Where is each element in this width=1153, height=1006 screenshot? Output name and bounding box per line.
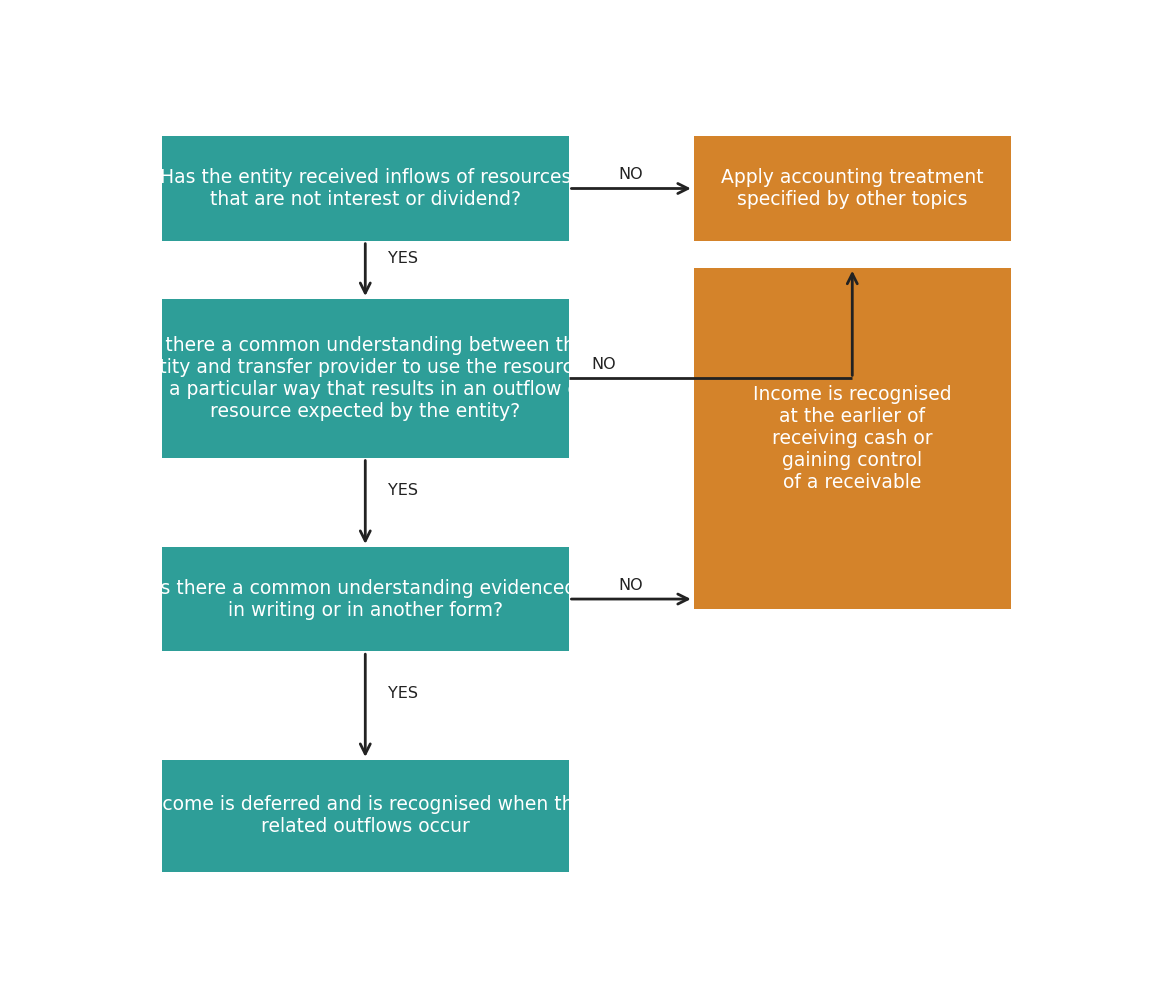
FancyBboxPatch shape bbox=[161, 760, 568, 872]
Text: Is there a common understanding between the
entity and transfer provider to use : Is there a common understanding between … bbox=[136, 336, 595, 421]
Text: Income is deferred and is recognised when the
related outflows occur: Income is deferred and is recognised whe… bbox=[145, 796, 586, 836]
Text: Apply accounting treatment
specified by other topics: Apply accounting treatment specified by … bbox=[721, 168, 984, 209]
FancyBboxPatch shape bbox=[161, 547, 568, 651]
Text: YES: YES bbox=[387, 483, 417, 498]
Text: NO: NO bbox=[619, 167, 643, 182]
Text: YES: YES bbox=[387, 686, 417, 701]
Text: NO: NO bbox=[590, 357, 616, 372]
Text: Has the entity received inflows of resources
that are not interest or dividend?: Has the entity received inflows of resou… bbox=[159, 168, 571, 209]
FancyBboxPatch shape bbox=[161, 136, 568, 240]
FancyBboxPatch shape bbox=[694, 136, 1011, 240]
Text: YES: YES bbox=[387, 250, 417, 266]
FancyBboxPatch shape bbox=[694, 268, 1011, 609]
Text: NO: NO bbox=[619, 577, 643, 593]
Text: Income is recognised
at the earlier of
receiving cash or
gaining control
of a re: Income is recognised at the earlier of r… bbox=[753, 385, 951, 492]
Text: Is there a common understanding evidenced
in writing or in another form?: Is there a common understanding evidence… bbox=[155, 578, 575, 620]
FancyBboxPatch shape bbox=[161, 299, 568, 458]
